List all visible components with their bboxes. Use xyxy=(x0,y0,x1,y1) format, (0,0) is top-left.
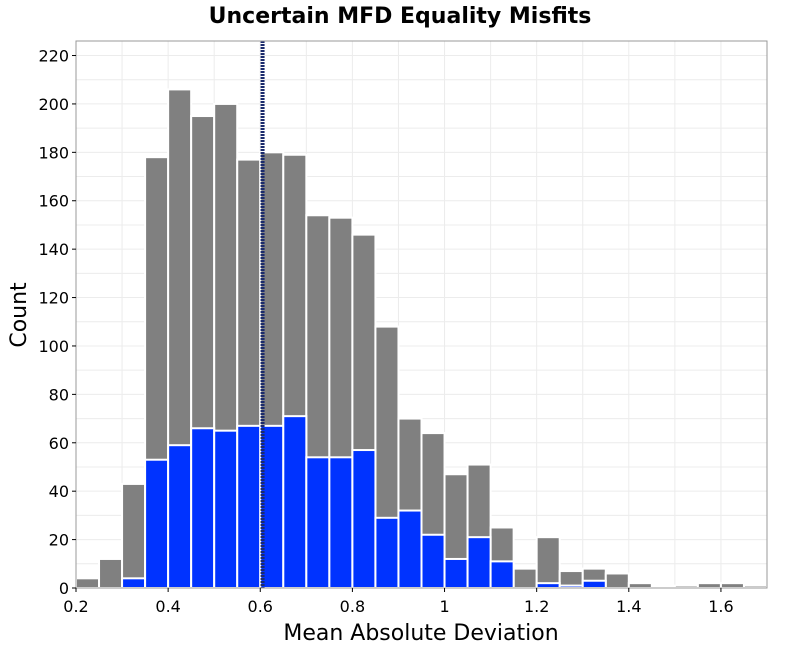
x-axis-label: Mean Absolute Deviation xyxy=(283,621,558,646)
x-tick-label: 1.4 xyxy=(616,597,641,616)
y-tick-label: 160 xyxy=(38,192,69,211)
y-tick-label: 20 xyxy=(49,531,69,550)
histogram-bar-overlay xyxy=(282,415,308,590)
histogram-bar-overlay xyxy=(305,456,331,589)
x-tick-label: 1.6 xyxy=(708,597,733,616)
y-tick-label: 0 xyxy=(59,579,69,598)
series-blue-bars xyxy=(121,415,607,590)
histogram-bar-overlay xyxy=(420,533,446,589)
histogram-bar-overlay xyxy=(213,429,239,590)
y-tick-label: 100 xyxy=(38,337,69,356)
y-axis-ticks: 0 20 40 60 80 100 120 140 160 180 200 220 xyxy=(38,47,76,598)
y-axis-label: Count xyxy=(7,282,32,348)
histogram-bar xyxy=(719,582,745,590)
y-tick-label: 40 xyxy=(49,482,69,501)
histogram-bar-overlay xyxy=(535,582,561,590)
y-tick-label: 200 xyxy=(38,95,69,114)
histogram-bar-overlay xyxy=(167,444,193,590)
x-tick-label: 1 xyxy=(439,597,449,616)
histogram-bar xyxy=(696,582,722,590)
histogram-bar xyxy=(535,536,561,589)
histogram-bar-overlay xyxy=(144,458,170,590)
histogram-bar-overlay xyxy=(190,427,216,589)
histogram-bar-overlay xyxy=(581,579,607,590)
histogram-bar-overlay xyxy=(374,516,400,590)
y-tick-label: 120 xyxy=(38,289,69,308)
histogram-bar-overlay xyxy=(351,449,377,589)
histogram-bar xyxy=(604,572,630,590)
histogram-bar xyxy=(627,582,653,590)
y-tick-label: 80 xyxy=(49,385,69,404)
x-tick-label: 0.6 xyxy=(248,597,273,616)
histogram-bar xyxy=(98,557,124,589)
y-tick-label: 60 xyxy=(49,434,69,453)
histogram-bar-overlay xyxy=(236,424,262,589)
histogram-bar-overlay xyxy=(443,557,469,589)
histogram-bar xyxy=(75,577,101,590)
x-axis-ticks: 0.2 0.4 0.6 0.8 1 1.2 1.4 1.6 xyxy=(63,588,734,616)
y-tick-label: 180 xyxy=(38,143,69,162)
x-tick-label: 0.2 xyxy=(63,597,88,616)
y-tick-label: 220 xyxy=(38,47,69,66)
histogram-bar-overlay xyxy=(466,536,492,589)
histogram-bar xyxy=(512,567,538,589)
chart-title: Uncertain MFD Equality Misfits xyxy=(209,4,592,29)
histogram-bar xyxy=(121,482,147,589)
x-tick-label: 0.4 xyxy=(155,597,180,616)
histogram-bar-overlay xyxy=(121,577,147,590)
x-tick-label: 1.2 xyxy=(524,597,549,616)
histogram-bar-overlay xyxy=(397,509,423,589)
x-tick-label: 0.8 xyxy=(340,597,365,616)
histogram-bar-overlay xyxy=(328,456,354,589)
y-tick-label: 140 xyxy=(38,240,69,259)
histogram-bar-overlay xyxy=(489,560,515,589)
plot-frame xyxy=(75,40,768,589)
